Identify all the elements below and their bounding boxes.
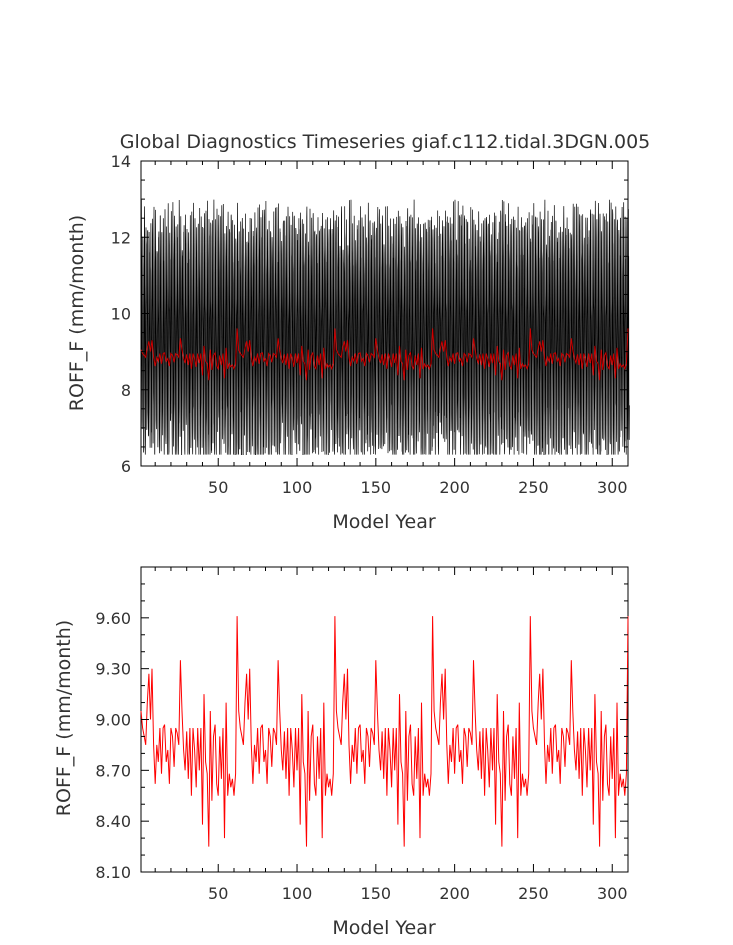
y-tick-label: 9.00 xyxy=(95,711,131,730)
x-tick-label: 300 xyxy=(597,478,628,497)
x-tick-label: 250 xyxy=(518,478,549,497)
bottom-plot-frame xyxy=(140,566,629,873)
x-tick-label: 100 xyxy=(282,478,313,497)
top-x-axis-title: Model Year xyxy=(332,511,436,533)
y-tick-label: 9.30 xyxy=(95,660,131,679)
y-tick-label: 9.60 xyxy=(95,609,131,628)
x-tick-label: 200 xyxy=(439,884,470,903)
x-tick-label: 150 xyxy=(361,884,392,903)
annual-series xyxy=(140,616,629,847)
top-y-axis-title: ROFF_F (mm/month) xyxy=(66,215,88,411)
monthly-line xyxy=(140,199,630,455)
y-tick-label: 8.40 xyxy=(95,812,131,831)
bottom-y-axis-title: ROFF_F (mm/month) xyxy=(53,620,75,816)
annual-mean-series xyxy=(140,328,629,381)
top-axis-ticks: 50 100 150 200 250 300 6 8 10 12 14 xyxy=(111,152,629,497)
y-tick-label: 10 xyxy=(111,305,131,324)
bottom-axis-ticks: 50 100 150 200 250 300 8.10 8.40 8.70 9.00 9.30 9.6… xyxy=(95,566,629,903)
bottom-panel: 50 100 150 200 250 300 8.10 8.40 8.70 9.00 9.30 9.6… xyxy=(53,566,629,939)
x-tick-label: 250 xyxy=(518,884,549,903)
y-tick-label: 8.10 xyxy=(95,863,131,882)
chart-title: Global Diagnostics Timeseries giaf.c112.… xyxy=(120,131,651,153)
y-tick-label: 14 xyxy=(111,152,131,171)
x-tick-label: 300 xyxy=(597,884,628,903)
x-tick-label: 100 xyxy=(282,884,313,903)
x-tick-label: 50 xyxy=(208,884,228,903)
bottom-x-axis-title: Model Year xyxy=(332,917,436,939)
x-tick-label: 150 xyxy=(361,478,392,497)
y-tick-label: 12 xyxy=(111,228,131,247)
y-tick-label: 8 xyxy=(121,381,131,400)
y-tick-label: 6 xyxy=(121,457,131,476)
x-tick-label: 200 xyxy=(439,478,470,497)
monthly-series xyxy=(140,199,630,455)
y-tick-label: 8.70 xyxy=(95,761,131,780)
x-tick-label: 50 xyxy=(208,478,228,497)
top-panel: 50 100 150 200 250 300 6 8 10 12 14 Model Year ROF… xyxy=(66,152,630,533)
